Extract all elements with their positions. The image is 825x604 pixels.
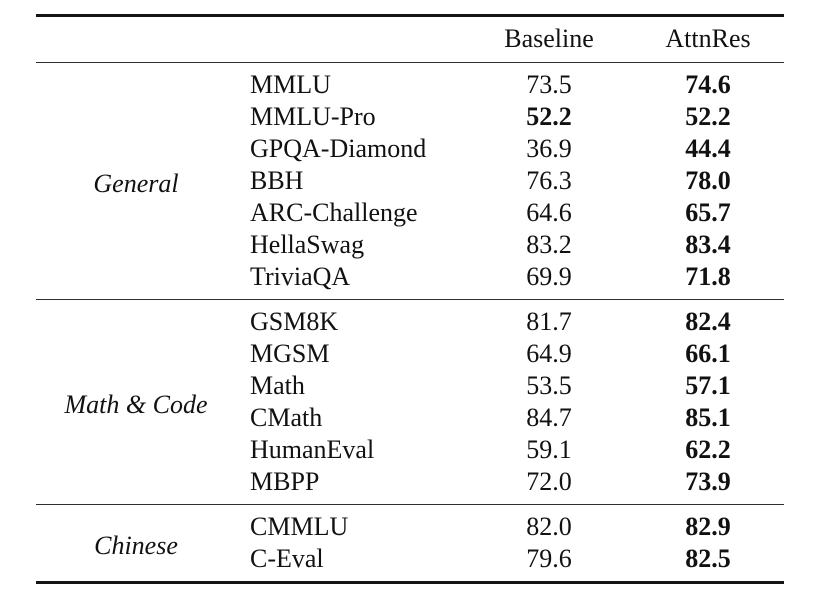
baseline-value: 82.0 [526, 512, 572, 541]
baseline-value: 64.6 [526, 198, 572, 227]
benchmark-name: HellaSwag [250, 230, 365, 259]
group-label: General [93, 169, 179, 198]
table-row: MGSM 64.9 66.1 [36, 338, 784, 370]
baseline-value: 36.9 [526, 134, 572, 163]
table-row: GPQA-Diamond 36.9 44.4 [36, 133, 784, 165]
attnres-value: 73.9 [685, 467, 731, 496]
attnres-value: 65.7 [685, 198, 731, 227]
header-benchmark-cell [236, 16, 466, 63]
table-row: ARC-Challenge 64.6 65.7 [36, 197, 784, 229]
table-row: General MMLU 73.5 74.6 [36, 63, 784, 198]
baseline-value: 73.5 [526, 70, 572, 99]
attnres-value: 82.4 [685, 307, 731, 336]
benchmark-name: MMLU-Pro [250, 102, 376, 131]
table-row: BBH 76.3 78.0 [36, 165, 784, 197]
header-baseline-cell: Baseline [504, 24, 594, 53]
attnres-value: 82.5 [685, 544, 731, 573]
table-row: MMLU-Pro 52.2 52.2 [36, 101, 784, 133]
header-group-cell [36, 16, 236, 63]
table-row: HellaSwag 83.2 83.4 [36, 229, 784, 261]
table-section: Math & Code GSM8K 81.7 82.4 MGSM 64.9 66.1 Math… [36, 300, 784, 505]
baseline-value: 59.1 [526, 435, 572, 464]
benchmark-name: GPQA-Diamond [250, 134, 427, 163]
table-row: HumanEval 59.1 62.2 [36, 434, 784, 466]
attnres-value: 82.9 [685, 512, 731, 541]
attnres-value: 44.4 [685, 134, 731, 163]
table-row: Chinese CMMLU 82.0 82.9 [36, 505, 784, 560]
baseline-value: 81.7 [526, 307, 572, 336]
header-row: Baseline AttnRes [36, 16, 784, 63]
benchmark-name: GSM8K [250, 307, 339, 336]
table-section: Chinese CMMLU 82.0 82.9 C-Eval 79.6 82.5 [36, 505, 784, 583]
benchmark-name: ARC-Challenge [250, 198, 418, 227]
benchmark-name: BBH [250, 166, 304, 195]
benchmark-name: HumanEval [250, 435, 375, 464]
baseline-value: 83.2 [526, 230, 572, 259]
attnres-value: 74.6 [685, 70, 731, 99]
attnres-value: 52.2 [685, 102, 731, 131]
attnres-value: 83.4 [685, 230, 731, 259]
attnres-value: 71.8 [685, 262, 731, 291]
attnres-value: 62.2 [685, 435, 731, 464]
table-row: CMath 84.7 85.1 [36, 402, 784, 434]
paper-table-region: Baseline AttnRes General MMLU 73.5 74.6 MMLU… [36, 14, 784, 584]
benchmark-name: MGSM [250, 339, 330, 368]
attnres-value: 78.0 [685, 166, 731, 195]
benchmark-results-table: Baseline AttnRes General MMLU 73.5 74.6 MMLU… [36, 14, 784, 584]
table-row: TriviaQA 69.9 71.8 [36, 261, 784, 300]
benchmark-name: TriviaQA [250, 262, 351, 291]
baseline-value: 53.5 [526, 371, 572, 400]
group-label: Chinese [94, 531, 178, 560]
table-row: MBPP 72.0 73.9 [36, 466, 784, 505]
baseline-value: 79.6 [526, 544, 572, 573]
table-row: Math & Code GSM8K 81.7 82.4 [36, 300, 784, 419]
benchmark-name: MBPP [250, 467, 320, 496]
benchmark-name: C-Eval [250, 544, 324, 573]
group-label: Math & Code [64, 390, 208, 419]
table-section: General MMLU 73.5 74.6 MMLU-Pro 52.2 52.2 GPQA-… [36, 63, 784, 300]
baseline-value: 64.9 [526, 339, 572, 368]
attnres-value: 57.1 [685, 371, 731, 400]
benchmark-name: CMath [250, 403, 323, 432]
benchmark-name: Math [250, 371, 305, 400]
baseline-value: 69.9 [526, 262, 572, 291]
header-attnres-cell: AttnRes [665, 24, 751, 53]
table-row: C-Eval 79.6 82.5 [36, 543, 784, 583]
table-row: Math 53.5 57.1 [36, 370, 784, 402]
benchmark-name: CMMLU [250, 512, 349, 541]
baseline-value: 76.3 [526, 166, 572, 195]
attnres-value: 85.1 [685, 403, 731, 432]
baseline-value: 72.0 [526, 467, 572, 496]
table-header: Baseline AttnRes [36, 16, 784, 63]
benchmark-name: MMLU [250, 70, 331, 99]
attnres-value: 66.1 [685, 339, 731, 368]
baseline-value: 84.7 [526, 403, 572, 432]
baseline-value: 52.2 [526, 102, 572, 131]
